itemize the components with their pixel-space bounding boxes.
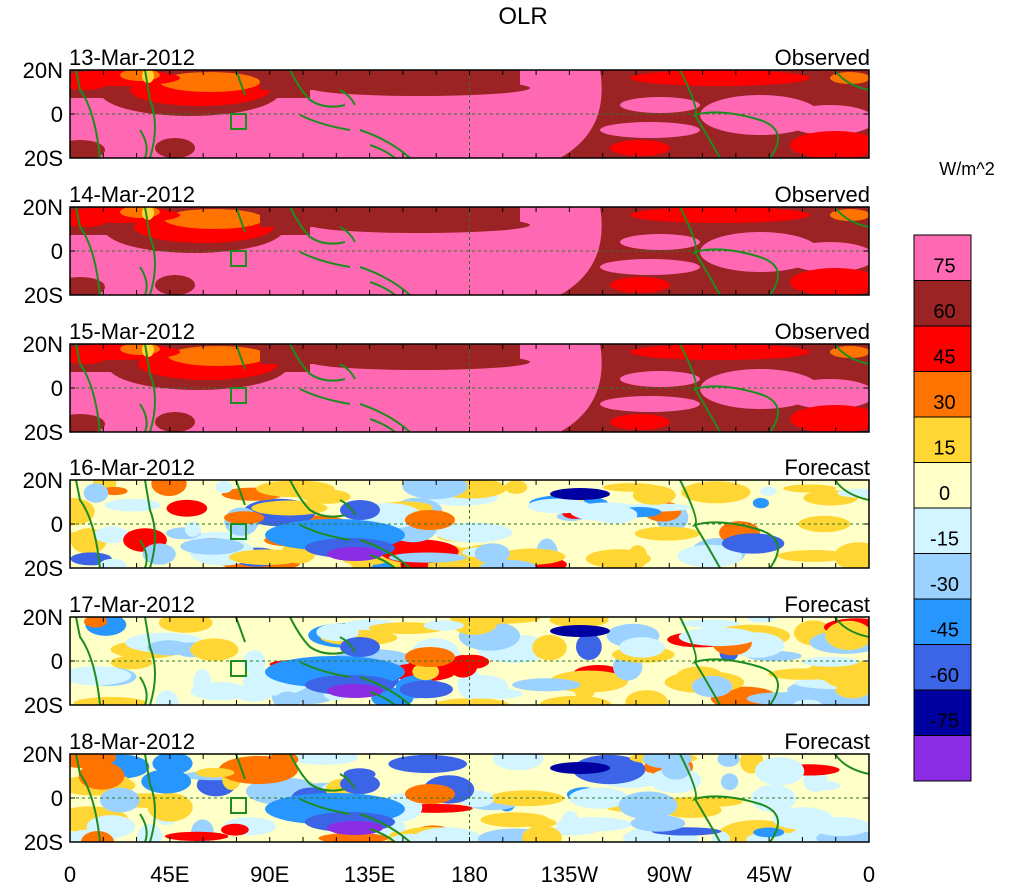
y-tick-label: 20N [23,742,63,767]
y-tick-label: 0 [51,102,63,127]
x-tick-label: 180 [451,862,488,887]
x-tick-label: 45W [747,862,792,887]
x-tick-label: 45E [150,862,189,887]
x-tick-label: 135W [541,862,599,887]
y-tick-label: 20S [24,693,63,718]
y-tick-label: 20S [24,830,63,855]
panel-kind: Forecast [784,729,870,754]
panel-kind: Observed [775,45,870,70]
colorbar: W/m^2 75 60 45 30 15 0 -15 -30 -45 -60 -75 [914,159,995,781]
y-tick-label: 0 [51,649,63,674]
x-tick-label: 90E [250,862,289,887]
colorbar-level: -60 [930,665,959,687]
x-tick-label: 0 [863,862,875,887]
chart-title: OLR [498,3,547,30]
panel-date: 18-Mar-2012 [69,729,195,754]
x-tick-label: 0 [64,862,76,887]
y-tick-label: 20N [23,195,63,220]
y-tick-label: 20S [24,146,63,171]
colorbar-level: 30 [933,392,955,414]
panel-6: 20N 0 20S 18-Mar-2012 Forecast [23,729,878,855]
y-tick-label: 0 [51,376,63,401]
y-tick-label: 20N [23,58,63,83]
panel-kind: Forecast [784,592,870,617]
panel-date: 13-Mar-2012 [69,45,195,70]
x-tick-label: 135E [344,862,395,887]
colorbar-level: -30 [930,574,959,596]
panel-5: 20N 0 20S 17-Mar-2012 Forecast [23,592,900,718]
panel-date: 17-Mar-2012 [69,592,195,617]
colorbar-level: 0 [939,483,950,505]
panel-kind: Forecast [784,455,870,480]
panel-4: 20N 0 20S 16-Mar-2012 Forecast [23,455,883,581]
colorbar-level: -75 [930,711,959,733]
y-tick-label: 20N [23,468,63,493]
y-tick-label: 20S [24,283,63,308]
colorbar-level: 60 [933,301,955,323]
colorbar-level: 15 [933,438,955,460]
colorbar-unit-label: W/m^2 [939,159,994,179]
panel-date: 16-Mar-2012 [69,455,195,480]
y-tick-label: 20N [23,332,63,357]
colorbar-level: -45 [930,620,959,642]
panel-kind: Observed [775,319,870,344]
y-tick-label: 20S [24,556,63,581]
colorbar-level: 45 [933,347,955,369]
panel-2: 20N 0 20S 14-Mar-2012 Observed [23,182,880,308]
x-axis: 0 45E 90E 135E 180 135W 90W 45W 0 [64,862,875,887]
panel-3: 20N 0 20S 15-Mar-2012 Observed [23,319,880,445]
y-tick-label: 20S [24,420,63,445]
y-tick-label: 0 [51,239,63,264]
panel-kind: Observed [775,182,870,207]
colorbar-level: -15 [930,529,959,551]
colorbar-level: 75 [933,256,955,278]
panel-date: 15-Mar-2012 [69,319,195,344]
panel-1: 20N 0 20S 13-Mar-2012 Observed [23,45,880,171]
panel-date: 14-Mar-2012 [69,182,195,207]
y-tick-label: 0 [51,512,63,537]
panel-field [52,747,878,854]
colorbar-swatch [914,736,971,782]
y-tick-label: 20N [23,605,63,630]
x-tick-label: 90W [647,862,692,887]
panel-field [51,470,883,576]
y-tick-label: 0 [51,786,63,811]
